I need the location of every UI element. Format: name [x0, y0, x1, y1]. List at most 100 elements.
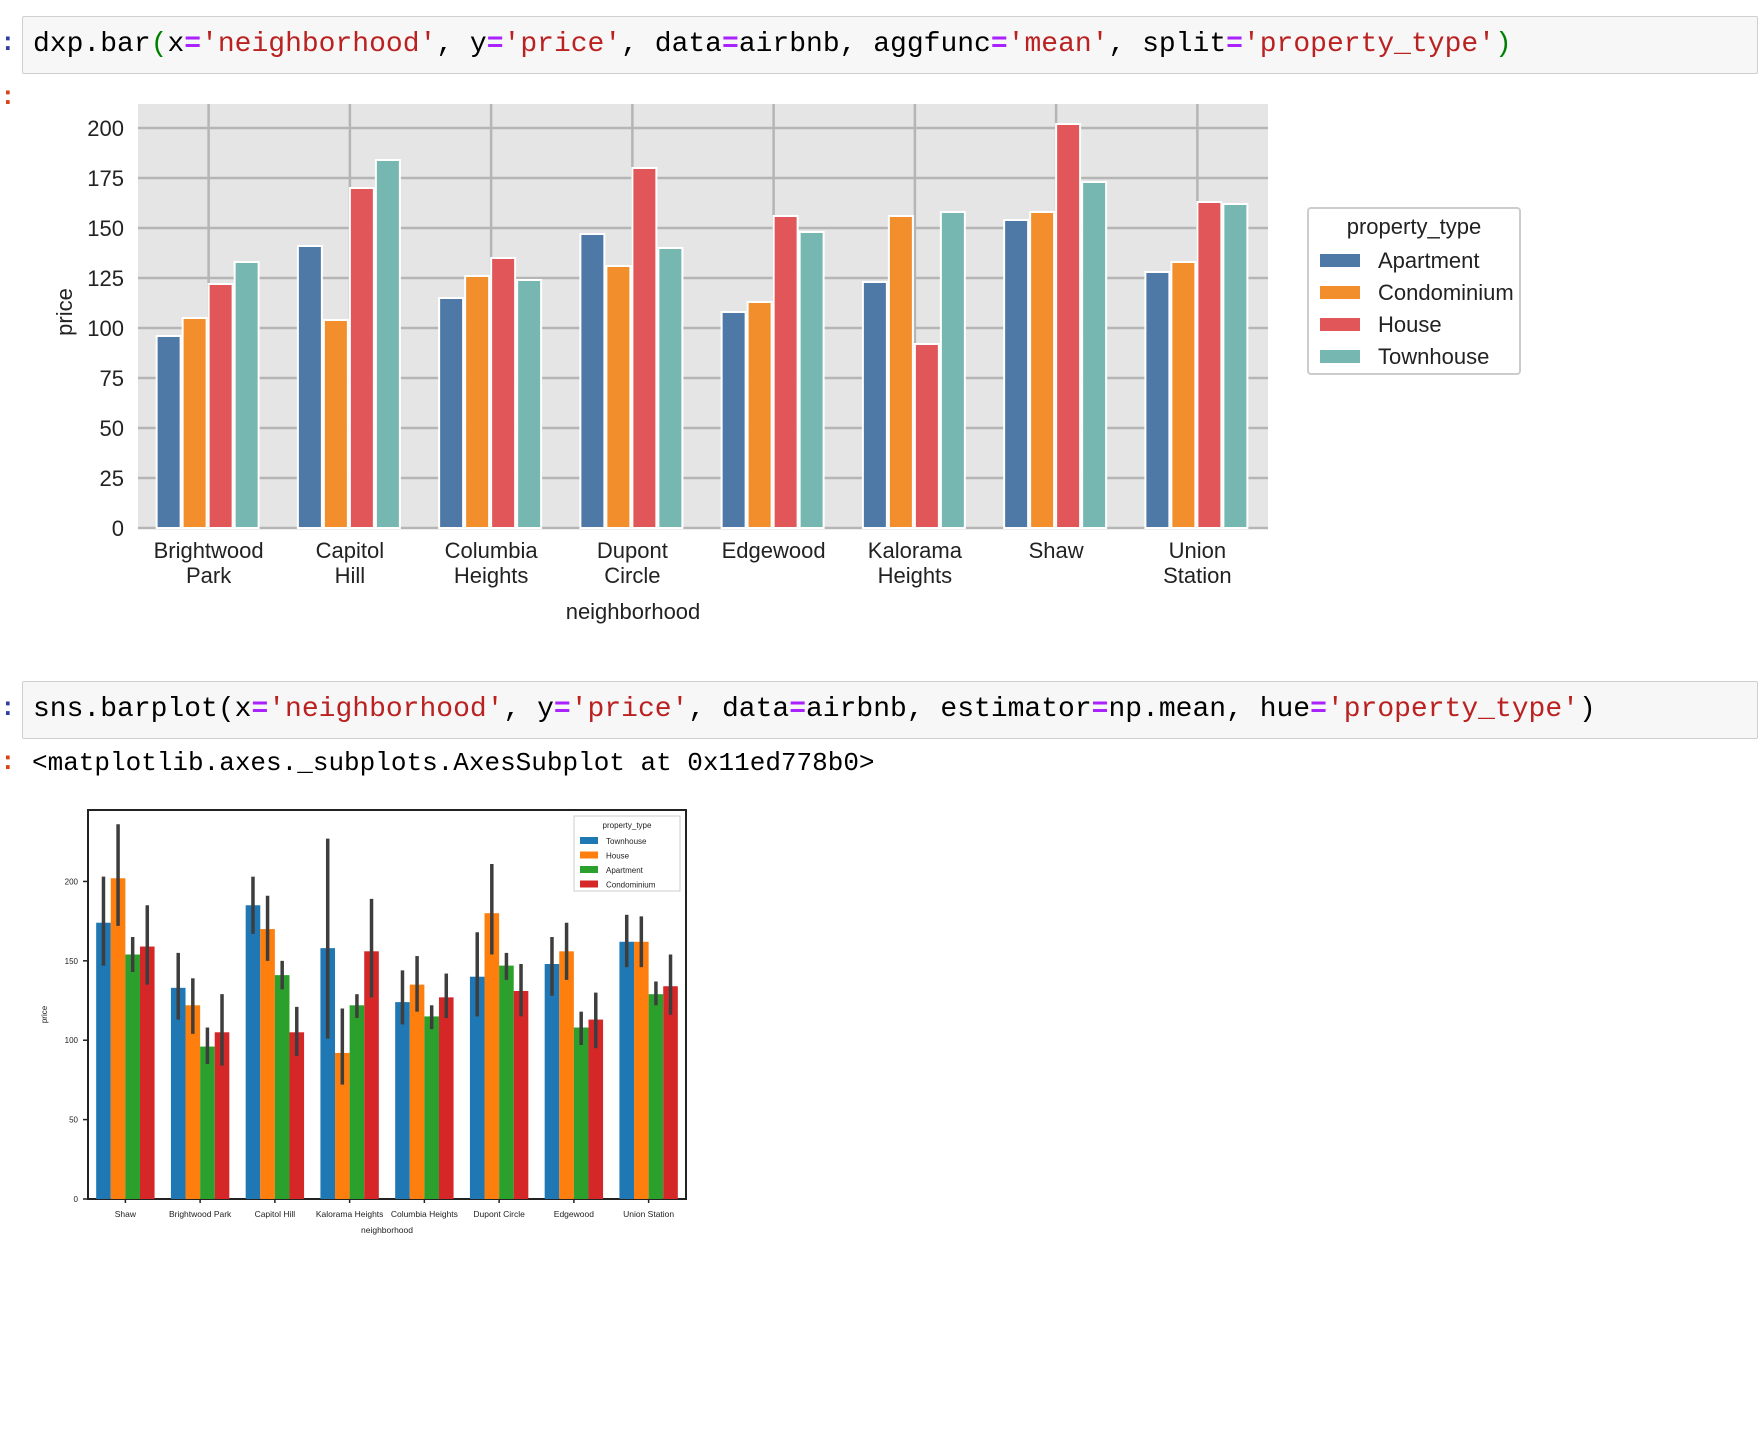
legend-swatch-townhouse: [1320, 350, 1360, 363]
bar-apartment: [861, 281, 888, 529]
cell2-code-token: airbnb, estimator: [806, 694, 1092, 725]
cell1-code-token: 'mean': [1007, 29, 1109, 60]
bar-townhouse: [798, 231, 825, 529]
bar-house: [409, 984, 425, 1199]
cell2-input-prompt: :: [0, 693, 16, 723]
bar-house: [913, 343, 940, 529]
x-axis-label: neighborhood: [566, 599, 701, 624]
cell2-code-token: 'property_type': [1326, 694, 1579, 725]
legend-label: Townhouse: [1378, 344, 1489, 369]
cell1-code-token: ): [1494, 29, 1512, 60]
x-tick-label: Hill: [335, 563, 366, 588]
bar-condominium: [214, 1032, 230, 1199]
x-tick-label: Union Station: [623, 1209, 674, 1219]
x-tick-label: Dupont: [597, 538, 668, 563]
cell2-code-input[interactable]: sns.barplot(x='neighborhood', y='price',…: [22, 681, 1758, 739]
bar-apartment: [648, 994, 664, 1199]
bar-condominium: [513, 991, 529, 1199]
cell2-code-token: =: [789, 694, 806, 725]
legend-swatch-condominium: [580, 880, 598, 888]
bar-townhouse: [1222, 203, 1249, 529]
legend-swatch-townhouse: [580, 837, 598, 844]
bar-condominium: [746, 301, 773, 529]
y-tick-label: 200: [65, 877, 79, 886]
bar-house: [207, 283, 234, 529]
bar-townhouse: [516, 279, 543, 529]
bar-house: [1055, 123, 1082, 529]
y-tick-label: 50: [69, 1116, 78, 1125]
cell2-code-token: =: [251, 694, 269, 725]
cell2-code-token: np.mean, hue: [1108, 694, 1311, 725]
bar-condominium: [438, 997, 454, 1199]
bar-townhouse: [1081, 181, 1108, 529]
cell1-code-token: (: [150, 29, 168, 60]
bar-house: [335, 1052, 350, 1199]
bar-apartment: [125, 954, 140, 1199]
legend-title: property_type: [1347, 214, 1482, 239]
bar-house: [1196, 201, 1223, 529]
cell1-input-prompt: :: [0, 28, 16, 58]
bar-condominium: [1029, 211, 1056, 529]
bar-house: [348, 187, 375, 529]
x-tick-label: Heights: [454, 563, 529, 588]
bar-condominium: [289, 1032, 305, 1199]
bar-house: [110, 878, 126, 1199]
bar-condominium: [181, 317, 208, 529]
bar-apartment: [424, 1016, 439, 1199]
x-tick-label: Columbia Heights: [391, 1209, 458, 1219]
x-tick-label: Kalorama Heights: [316, 1209, 384, 1219]
cell2-code-token: =: [1091, 694, 1109, 725]
bar-townhouse: [374, 159, 401, 529]
y-tick-label: 150: [65, 957, 79, 966]
x-axis-label: neighborhood: [361, 1225, 413, 1235]
bar-condominium: [1170, 261, 1197, 529]
bar-condominium: [887, 215, 914, 529]
bar-house: [634, 941, 649, 1199]
bar-townhouse: [96, 922, 111, 1199]
cell1-code-token: =: [486, 29, 504, 60]
bar-house: [631, 167, 658, 529]
bar-condominium: [364, 951, 379, 1199]
cell2-output-prompt: :: [0, 747, 16, 777]
bar-house: [260, 929, 275, 1199]
x-tick-label: Brightwood: [154, 538, 264, 563]
x-tick-label: Circle: [604, 563, 660, 588]
cell1-code-token: x: [167, 29, 185, 60]
x-tick-label: Shaw: [1029, 538, 1084, 563]
bar-townhouse: [469, 976, 485, 1199]
bar-apartment: [579, 233, 606, 529]
bar-condominium: [322, 319, 349, 529]
cell2-code-token: sns.barplot(x: [33, 694, 252, 725]
cell2-code-token: =: [553, 694, 571, 725]
cell1-code-token: , data: [621, 29, 722, 60]
bar-apartment: [573, 1027, 589, 1199]
x-tick-label: Capitol Hill: [255, 1209, 296, 1219]
y-tick-label: 100: [87, 316, 124, 341]
bar-house: [185, 1005, 201, 1199]
bar-condominium: [464, 275, 491, 529]
cell2-code-token: , y: [503, 694, 554, 725]
legend-box: [1307, 207, 1521, 375]
bar-townhouse: [233, 261, 260, 529]
bar-apartment: [499, 965, 514, 1199]
bar-townhouse: [657, 247, 684, 529]
cell1-code-token: =: [184, 29, 202, 60]
legend-swatch-house: [1320, 318, 1360, 331]
cell1-code-token: =: [1226, 29, 1243, 60]
x-tick-label: Kalorama: [868, 538, 963, 563]
bar-apartment: [274, 975, 290, 1199]
cell1-code-token: 'neighborhood': [201, 29, 437, 60]
cell1-code-input[interactable]: dxp.bar(x='neighborhood', y='price', dat…: [22, 16, 1758, 74]
legend-swatch-apartment: [1320, 254, 1360, 267]
bar-townhouse: [939, 211, 966, 529]
bar-apartment: [720, 311, 747, 529]
y-tick-label: 125: [87, 266, 124, 291]
bar-condominium: [605, 265, 632, 529]
bar-apartment: [155, 335, 182, 529]
legend-label: Apartment: [606, 866, 644, 875]
x-tick-label: Union: [1169, 538, 1226, 563]
legend-swatch-condominium: [1320, 286, 1360, 299]
cell1-output-prompt: :: [0, 82, 16, 112]
bar-house: [559, 951, 574, 1199]
